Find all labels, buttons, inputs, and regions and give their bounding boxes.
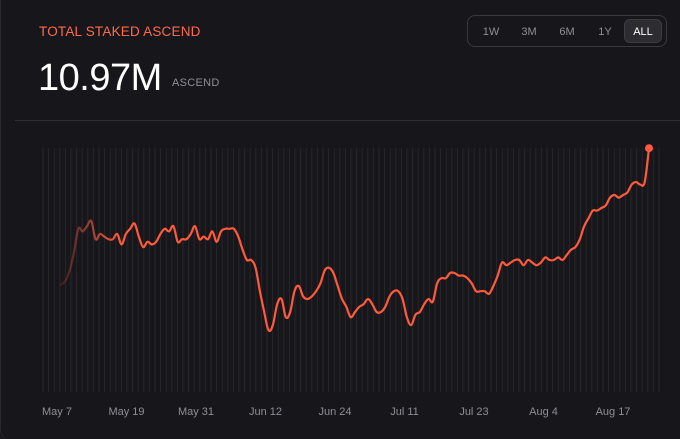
x-tick-label: May 19 [108,406,144,418]
x-tick-label: May 31 [178,406,214,418]
x-tick-label: Aug 4 [529,406,558,418]
timeframe-button-1w[interactable]: 1W [482,26,500,38]
header-divider [15,120,680,121]
timeframe-button-all[interactable]: ALL [624,19,662,43]
x-tick-label: Jun 12 [249,406,282,418]
timeframe-button-3m[interactable]: 3M [521,26,537,38]
total-staked-value: 10.97M [38,57,162,99]
timeframe-selector: 1W 3M 6M 1Y ALL [467,15,667,47]
timeframe-button-6m[interactable]: 6M [559,26,575,38]
x-tick-label: Aug 17 [596,406,631,418]
x-tick-label: Jun 24 [318,406,351,418]
x-tick-label: Jul 11 [390,406,419,418]
total-staked-unit: ASCEND [172,77,220,89]
x-tick-label: May 7 [42,406,72,418]
x-tick-label: Jul 23 [459,406,488,418]
series-line [59,147,651,333]
card-title: TOTAL STAKED ASCEND [39,24,201,39]
series-end-point [645,144,653,153]
timeframe-button-1y[interactable]: 1Y [598,26,612,38]
